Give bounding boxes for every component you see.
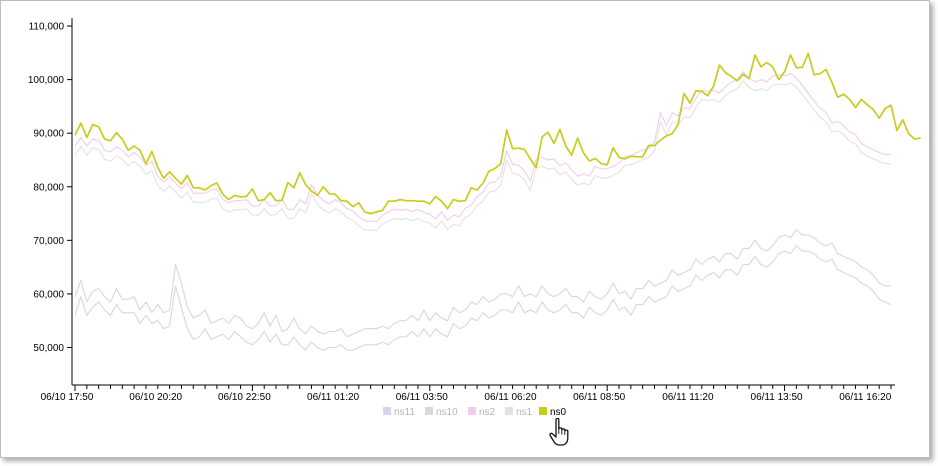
series-line-ns2: [74, 71, 891, 223]
x-axis: 06/10 17:50 06/10 20:20 06/10 22:50 06/11 0…: [41, 384, 895, 403]
legend-item-ns2[interactable]: ns2: [468, 407, 496, 418]
legend-label: ns2: [479, 407, 496, 418]
legend: ns11 ns10 ns2 ns1 ns0: [383, 407, 567, 418]
x-tick-label: 06/11 03:50: [396, 392, 449, 403]
x-tick-label: 06/10 22:50: [218, 392, 271, 403]
y-tick-label: 80,000: [33, 182, 64, 193]
legend-swatch: [539, 407, 547, 415]
y-tick-label: 50,000: [33, 343, 64, 354]
y-axis: 50,000 60,000 70,000 80,000 90,000 100,000 110…: [28, 18, 73, 385]
x-tick-label: 06/11 16:20: [839, 392, 892, 403]
series-line-ns11: [74, 229, 891, 338]
x-tick-label: 06/10 17:50: [41, 392, 94, 403]
x-tick-label: 06/10 20:20: [129, 392, 182, 403]
x-tick-label: 06/11 06:20: [484, 392, 537, 403]
series-line-ns0: [74, 52, 921, 215]
series-line-ns10: [74, 245, 892, 351]
legend-item-ns11[interactable]: ns11: [383, 407, 415, 418]
x-tick-label: 06/11 13:50: [751, 392, 804, 403]
hand-pointer-icon: [548, 417, 574, 452]
y-tick-label: 110,000: [29, 22, 65, 33]
y-tick-label: 100,000: [28, 75, 65, 86]
x-tick-label: 06/11 11:20: [662, 392, 714, 403]
series-line-ns1: [74, 80, 891, 232]
y-tick-label: 70,000: [33, 236, 64, 247]
line-chart: 50,000 60,000 70,000 80,000 90,000 100,000 110…: [28, 18, 921, 418]
series-layer: [74, 52, 921, 351]
legend-swatch: [425, 407, 433, 415]
legend-item-ns10[interactable]: ns10: [425, 407, 458, 418]
legend-label: ns11: [394, 407, 415, 418]
x-tick-label: 06/11 08:50: [573, 392, 626, 403]
x-tick-label: 06/11 01:20: [307, 392, 360, 403]
legend-swatch: [468, 407, 476, 415]
legend-item-ns1[interactable]: ns1: [505, 407, 533, 418]
y-tick-label: 90,000: [33, 129, 64, 140]
legend-swatch: [383, 407, 391, 415]
legend-label: ns10: [436, 407, 458, 418]
legend-label: ns1: [516, 407, 533, 418]
legend-label: ns0: [550, 407, 567, 418]
y-tick-label: 60,000: [33, 289, 64, 300]
legend-item-ns0[interactable]: ns0: [539, 407, 567, 418]
legend-swatch: [505, 407, 513, 415]
chart-panel: 50,000 60,000 70,000 80,000 90,000 100,000 110…: [0, 0, 930, 458]
